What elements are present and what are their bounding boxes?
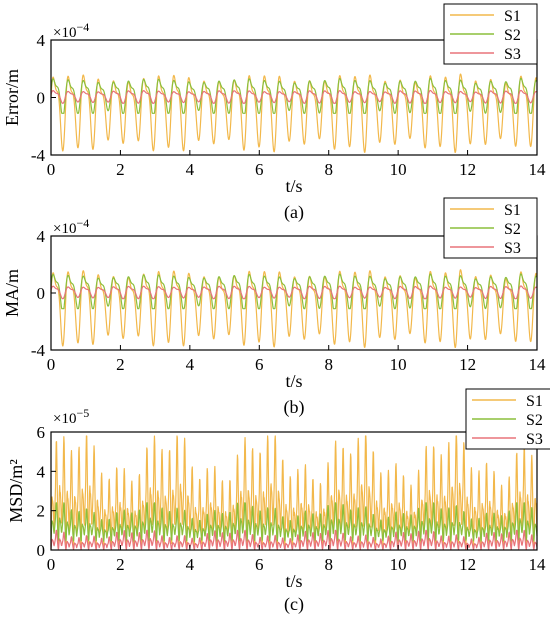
series-line-s3 [50,529,538,551]
y-tick-label: -4 [31,146,46,165]
x-tick-label: 10 [390,160,407,179]
x-tick-label: 8 [324,555,333,574]
y-axis-label: MSD/m² [6,459,26,522]
series-line-s1 [50,435,538,549]
legend: S1 S2 S3 [443,197,538,259]
panel-label: (b) [284,397,305,418]
panel-label: (a) [284,202,304,223]
legend-label-s1: S1 [504,202,521,219]
x-tick-label: 14 [529,160,547,179]
x-tick-label: 6 [255,160,264,179]
y-axis-label: Error/m [2,69,22,126]
y-tick-label: 0 [37,89,46,108]
legend: S1 S2 S3 [465,388,550,450]
x-tick-label: 12 [459,555,476,574]
x-axis-label: t/s [285,371,302,391]
x-tick-label: 14 [529,555,547,574]
y-tick-label: 0 [37,541,46,560]
legend-label-s2: S2 [526,412,543,429]
y-tick-label: 4 [37,462,46,481]
legend-label-s1: S1 [526,393,543,410]
x-tick-label: 2 [116,555,125,574]
x-axis-label: t/s [285,176,302,196]
series-line-s1 [50,269,538,348]
y-scale-note: ×10−5 [53,406,89,427]
x-axis-label: t/s [285,571,302,591]
x-tick-label: 10 [390,355,407,374]
panel-c: 0 2 4 6 8 10 12 14 0 2 4 6 ×10−5 t/s MSD/m² (c) S1 S2 S3 [6,388,550,615]
y-scale-note: ×10−4 [53,216,89,237]
legend-label-s1: S1 [504,8,521,25]
x-tick-label: 8 [324,355,333,374]
x-tick-label: 2 [116,160,125,179]
y-tick-label: -4 [31,341,46,360]
series-line-s3 [50,89,538,104]
x-tick-label: 6 [255,555,264,574]
y-tick-label: 6 [37,423,46,442]
x-tick-label: 10 [390,555,407,574]
y-tick-label: 0 [37,284,46,303]
x-tick-label: 0 [47,160,56,179]
legend-label-s3: S3 [526,431,543,448]
x-tick-label: 4 [186,355,195,374]
panel-label: (c) [284,594,304,615]
y-axis-label: MA/m [2,269,22,317]
x-tick-label: 12 [459,160,476,179]
x-tick-label: 4 [186,555,195,574]
legend-label-s2: S2 [504,27,521,44]
x-tick-label: 0 [47,355,56,374]
x-tick-label: 0 [47,555,56,574]
series-line-s1 [50,73,538,153]
y-scale-note: ×10−4 [53,20,89,41]
plot-frame [50,431,538,551]
series-line-s2 [50,77,538,114]
legend-label-s2: S2 [504,221,521,238]
legend-label-s3: S3 [504,240,521,257]
x-tick-label: 4 [186,160,195,179]
x-tick-label: 2 [116,355,125,374]
series-line-s3 [50,285,538,300]
series-line-s2 [50,273,538,310]
x-tick-label: 14 [529,355,547,374]
legend-label-s3: S3 [504,46,521,63]
x-tick-label: 8 [324,160,333,179]
y-tick-label: 4 [37,31,46,50]
legend: S1 S2 S3 [443,3,538,65]
x-tick-label: 12 [459,355,476,374]
y-tick-label: 4 [37,227,46,246]
x-tick-label: 6 [255,355,264,374]
y-tick-label: 2 [37,502,46,521]
series-line-s2 [50,502,538,542]
